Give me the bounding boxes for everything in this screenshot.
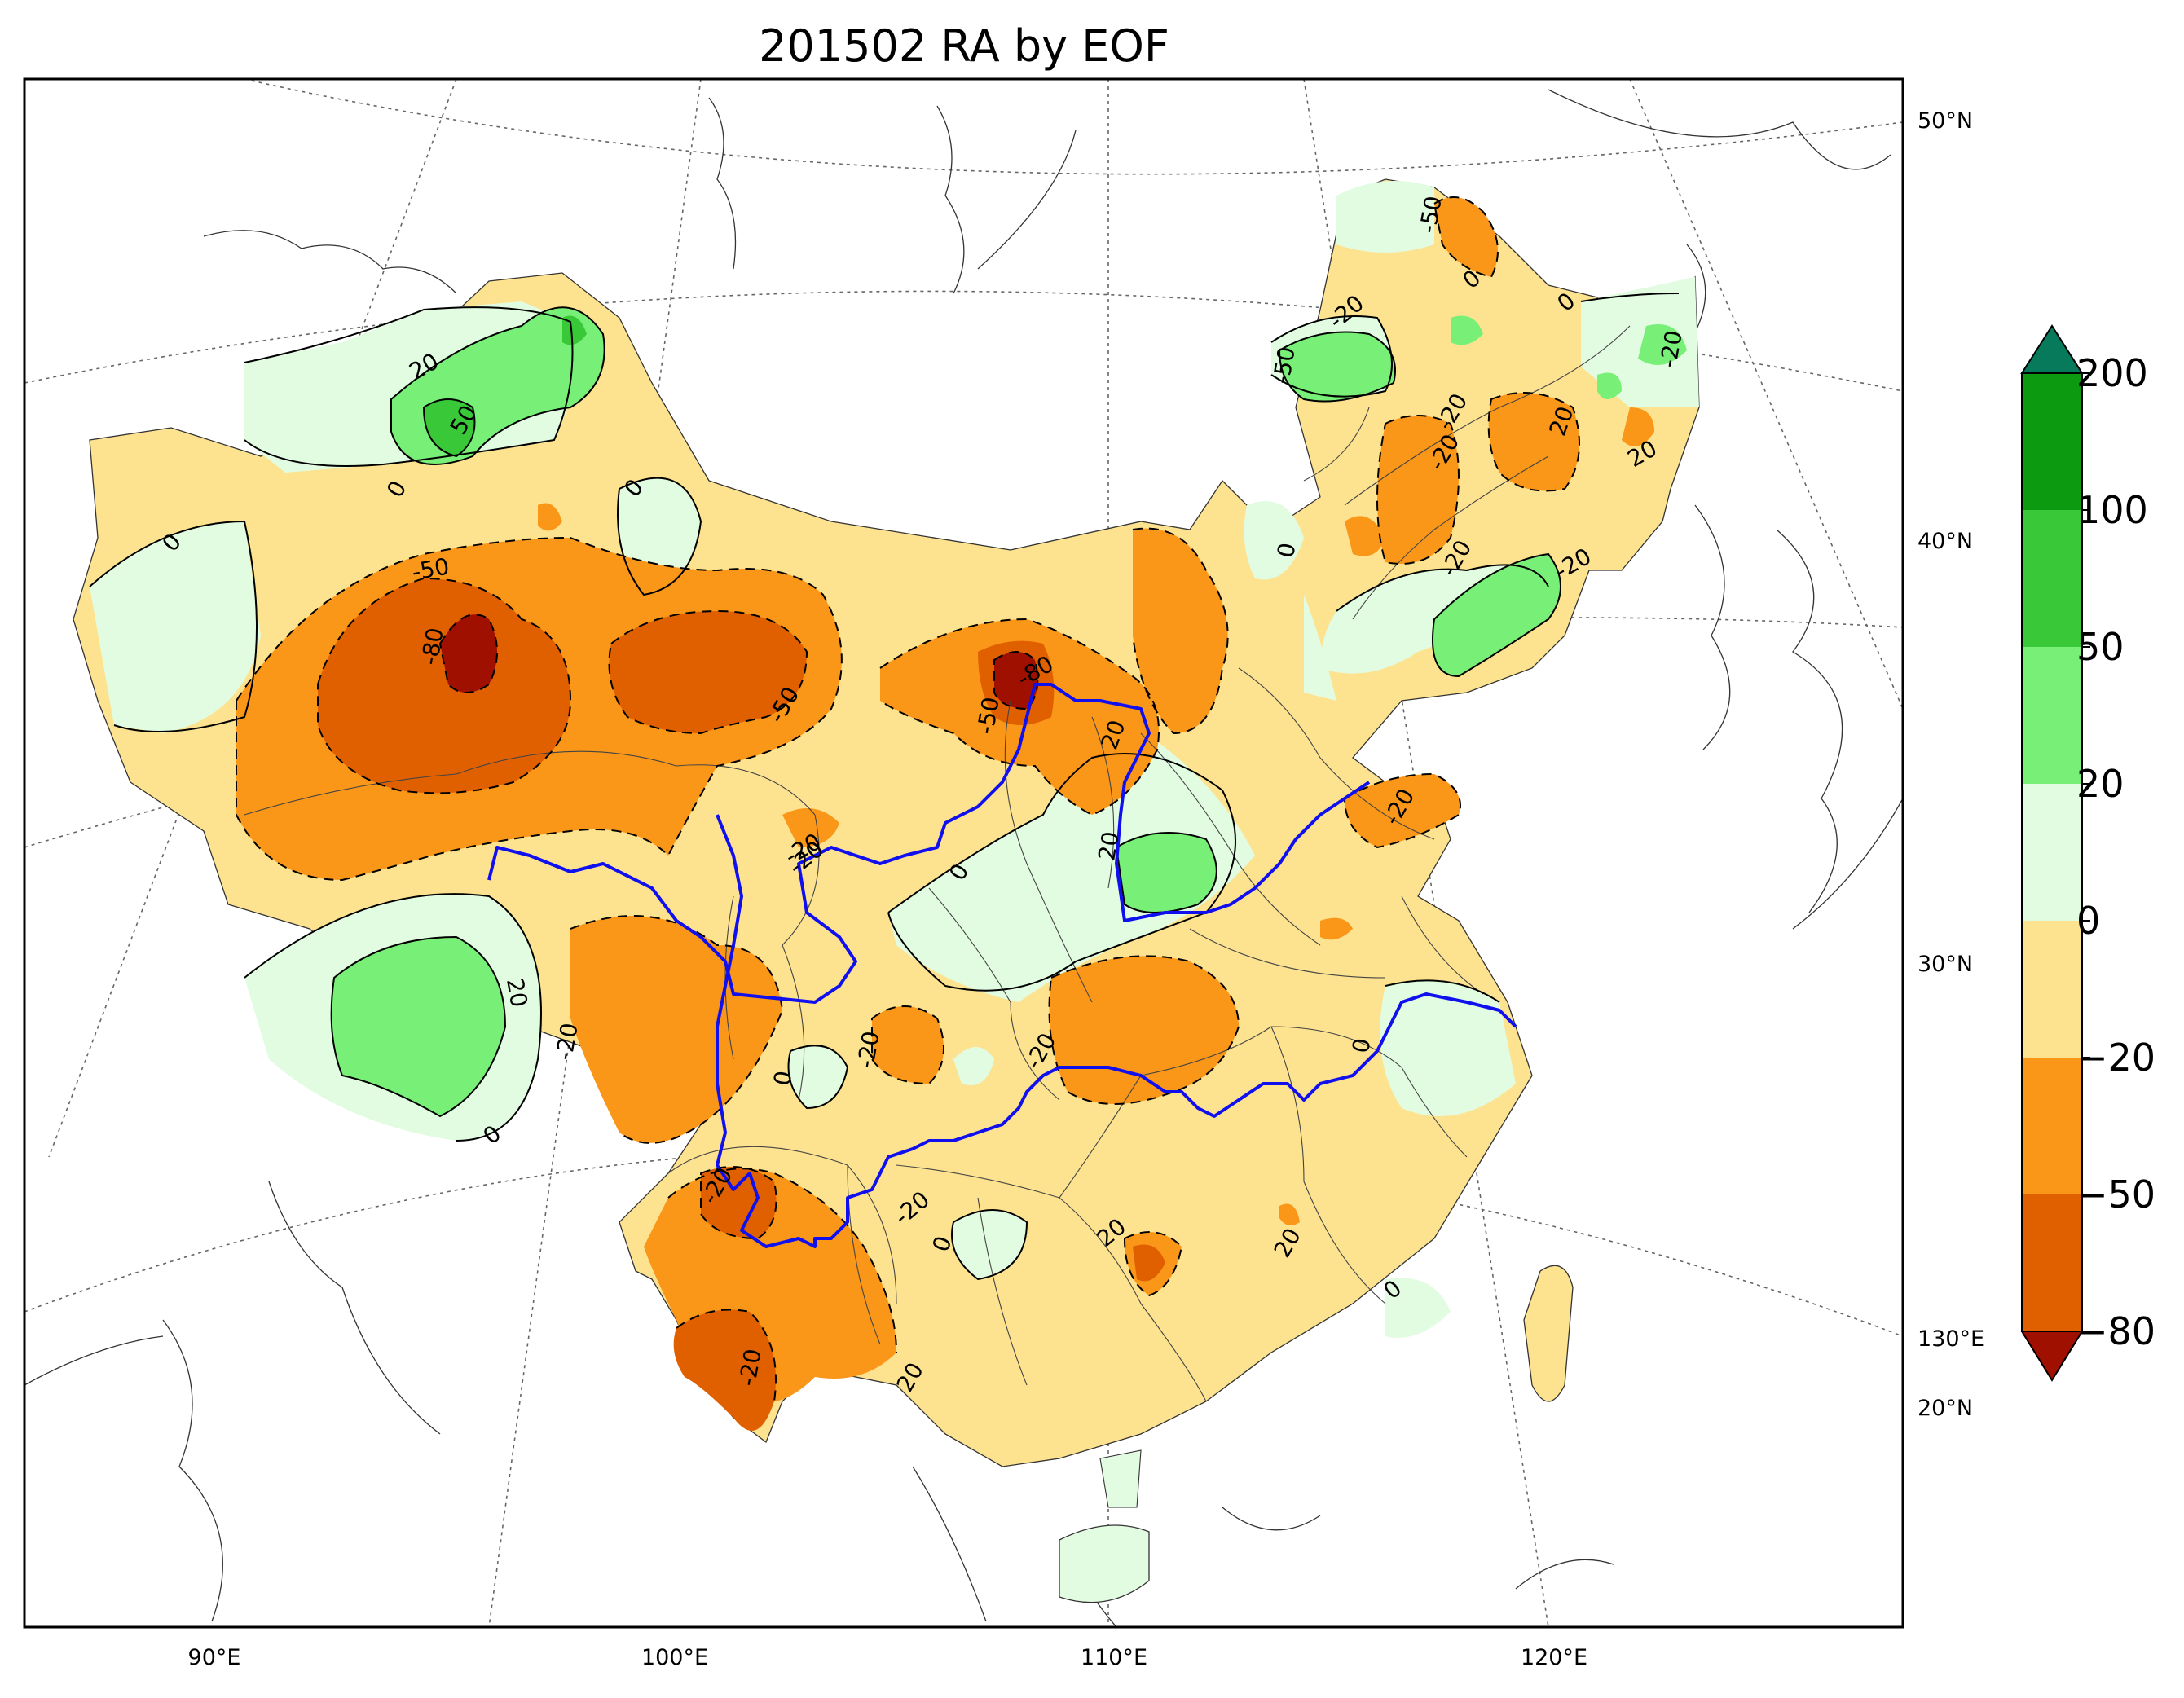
colorbar-tick-label: 20 (2076, 762, 2125, 806)
map-area (24, 79, 1903, 1627)
colorbar-bin (2022, 647, 2082, 784)
contour-label: -50 (1414, 194, 1446, 235)
contour-label: -50 (410, 552, 451, 585)
coastlines (24, 89, 1903, 1627)
contour-label: 20 (501, 976, 533, 1010)
longitude-label: 100°E (641, 1645, 708, 1670)
contour-lines (89, 196, 1680, 1402)
colorbar-bin (2022, 373, 2082, 510)
contour-label: -20 (852, 1029, 884, 1071)
contour-label: -20 (550, 1021, 583, 1062)
colorbar-bin (2022, 1058, 2082, 1194)
colorbar-bin (2022, 784, 2082, 921)
longitude-label: 120°E (1521, 1645, 1587, 1670)
colorbar-ticks (2082, 372, 2090, 1332)
map-title: 201502 RA by EOF (759, 20, 1169, 72)
latitude-label: 50°N (1918, 108, 1973, 134)
longitude-label: 130°E (1918, 1326, 1984, 1352)
yellow-river (487, 683, 1371, 1004)
contour-label: -20 (1654, 328, 1687, 370)
colorbar-tick-label: 0 (2076, 899, 2100, 943)
colorbar-under-extend (2020, 1331, 2084, 1382)
colorbar-over-extend (2020, 324, 2084, 374)
longitude-labels: 90°E 100°E 110°E 120°E (188, 1645, 1588, 1670)
colorbar-bin (2022, 1194, 2082, 1331)
yangtze-river (716, 814, 1517, 1248)
longitude-label: 110°E (1081, 1645, 1147, 1670)
latitude-label: 40°N (1918, 529, 1973, 554)
colorbar-bin (2022, 921, 2082, 1058)
colorbar-tick-label: −80 (2076, 1309, 2155, 1353)
contour-label: -20 (733, 1347, 766, 1388)
colorbar-tick-label: 100 (2076, 488, 2148, 532)
contour-label: 20 (1093, 829, 1125, 863)
right-edge-labels: 50°N 40°N 30°N 130°E 20°N (1918, 108, 1984, 1421)
contour-label: 0 (768, 1069, 798, 1088)
longitude-label: 90°E (188, 1645, 241, 1670)
contour-label: -80 (416, 626, 448, 667)
contour-label: 0 (1347, 1036, 1376, 1055)
colorbar: 200 100 50 20 0 −20 −50 −80 (2020, 324, 2155, 1382)
colorbar-bin (2022, 510, 2082, 647)
contour-label: -50 (971, 695, 1004, 737)
province-borders (244, 325, 1631, 1402)
colorbar-tick-label: −20 (2076, 1036, 2155, 1080)
latitude-label: 30°N (1918, 952, 1973, 977)
contour-label: 0 (1272, 541, 1301, 560)
colorbar-tick-label: 200 (2076, 351, 2148, 395)
colorbar-tick-label: −50 (2076, 1172, 2155, 1216)
rivers (487, 683, 1517, 1248)
rainfall-anomaly-field (73, 178, 1700, 1603)
contour-label: -50 (1267, 345, 1300, 386)
colorbar-tick-label: 50 (2076, 625, 2125, 669)
latitude-label: 20°N (1918, 1396, 1973, 1421)
map-frame (23, 77, 1904, 1629)
